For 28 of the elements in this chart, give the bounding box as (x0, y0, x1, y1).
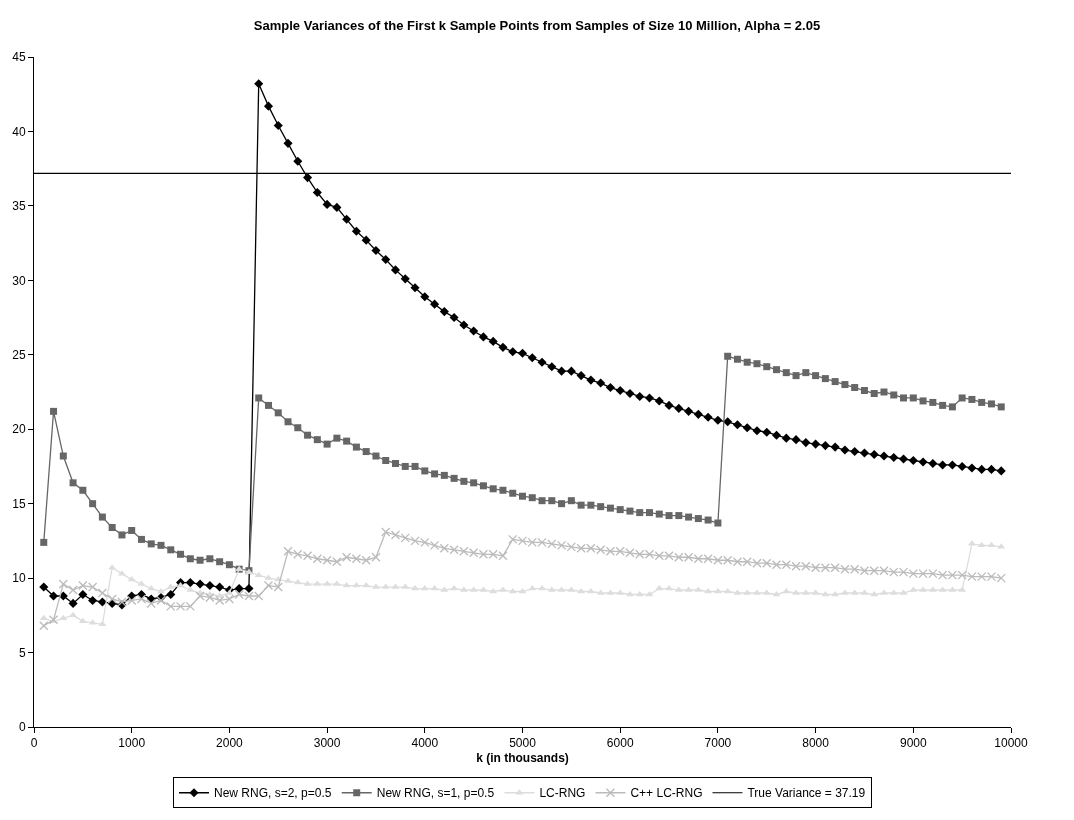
y-tick-label: 15 (12, 496, 26, 511)
x-tick-label: 9000 (899, 736, 927, 751)
y-tick-label: 30 (12, 273, 26, 288)
legend-label: New RNG, s=2, p=0.5 (214, 786, 332, 801)
y-tick-label: 0 (18, 720, 26, 735)
y-tick-label: 40 (12, 124, 26, 139)
chart-title: Sample Variances of the First k Sample Points from Samples of Size 10 Million, Alpha = 2.05 (253, 17, 821, 33)
legend-label: New RNG, s=1, p=0.5 (376, 786, 495, 801)
legend-label: LC-RNG (539, 786, 586, 801)
y-tick-label: 45 (12, 50, 26, 65)
x-tick-label: 7000 (704, 736, 732, 751)
x-tick-label: 6000 (606, 736, 634, 751)
y-tick-label: 25 (12, 347, 26, 362)
y-tick-label: 20 (12, 422, 26, 437)
x-tick-label: 1000 (118, 736, 146, 751)
x-axis-title: k (in thousands) (476, 751, 569, 766)
x-tick-label: 8000 (802, 736, 830, 751)
y-tick-label: 35 (12, 199, 26, 214)
y-tick-label: 10 (12, 571, 26, 586)
x-tick-label: 0 (30, 736, 38, 751)
x-tick-label: 5000 (509, 736, 537, 751)
x-tick-label: 2000 (216, 736, 244, 751)
x-tick-label: 4000 (411, 736, 439, 751)
legend-label: C++ LC-RNG (630, 786, 703, 801)
x-tick-label: 3000 (313, 736, 341, 751)
legend-label: True Variance = 37.19 (747, 786, 866, 801)
x-tick-label: 10000 (994, 736, 1029, 751)
y-tick-label: 5 (18, 645, 26, 660)
